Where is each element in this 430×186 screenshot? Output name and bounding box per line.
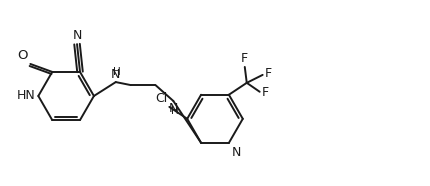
Text: F: F [241,52,249,65]
Text: F: F [261,86,269,99]
Text: Cl: Cl [155,92,167,105]
Text: HN: HN [17,89,35,102]
Text: F: F [264,67,272,80]
Text: N: N [169,102,178,116]
Text: O: O [17,49,28,62]
Text: N: N [72,29,82,42]
Text: N: N [111,68,120,81]
Text: H: H [171,106,179,116]
Text: H: H [113,67,120,77]
Text: N: N [232,146,241,159]
